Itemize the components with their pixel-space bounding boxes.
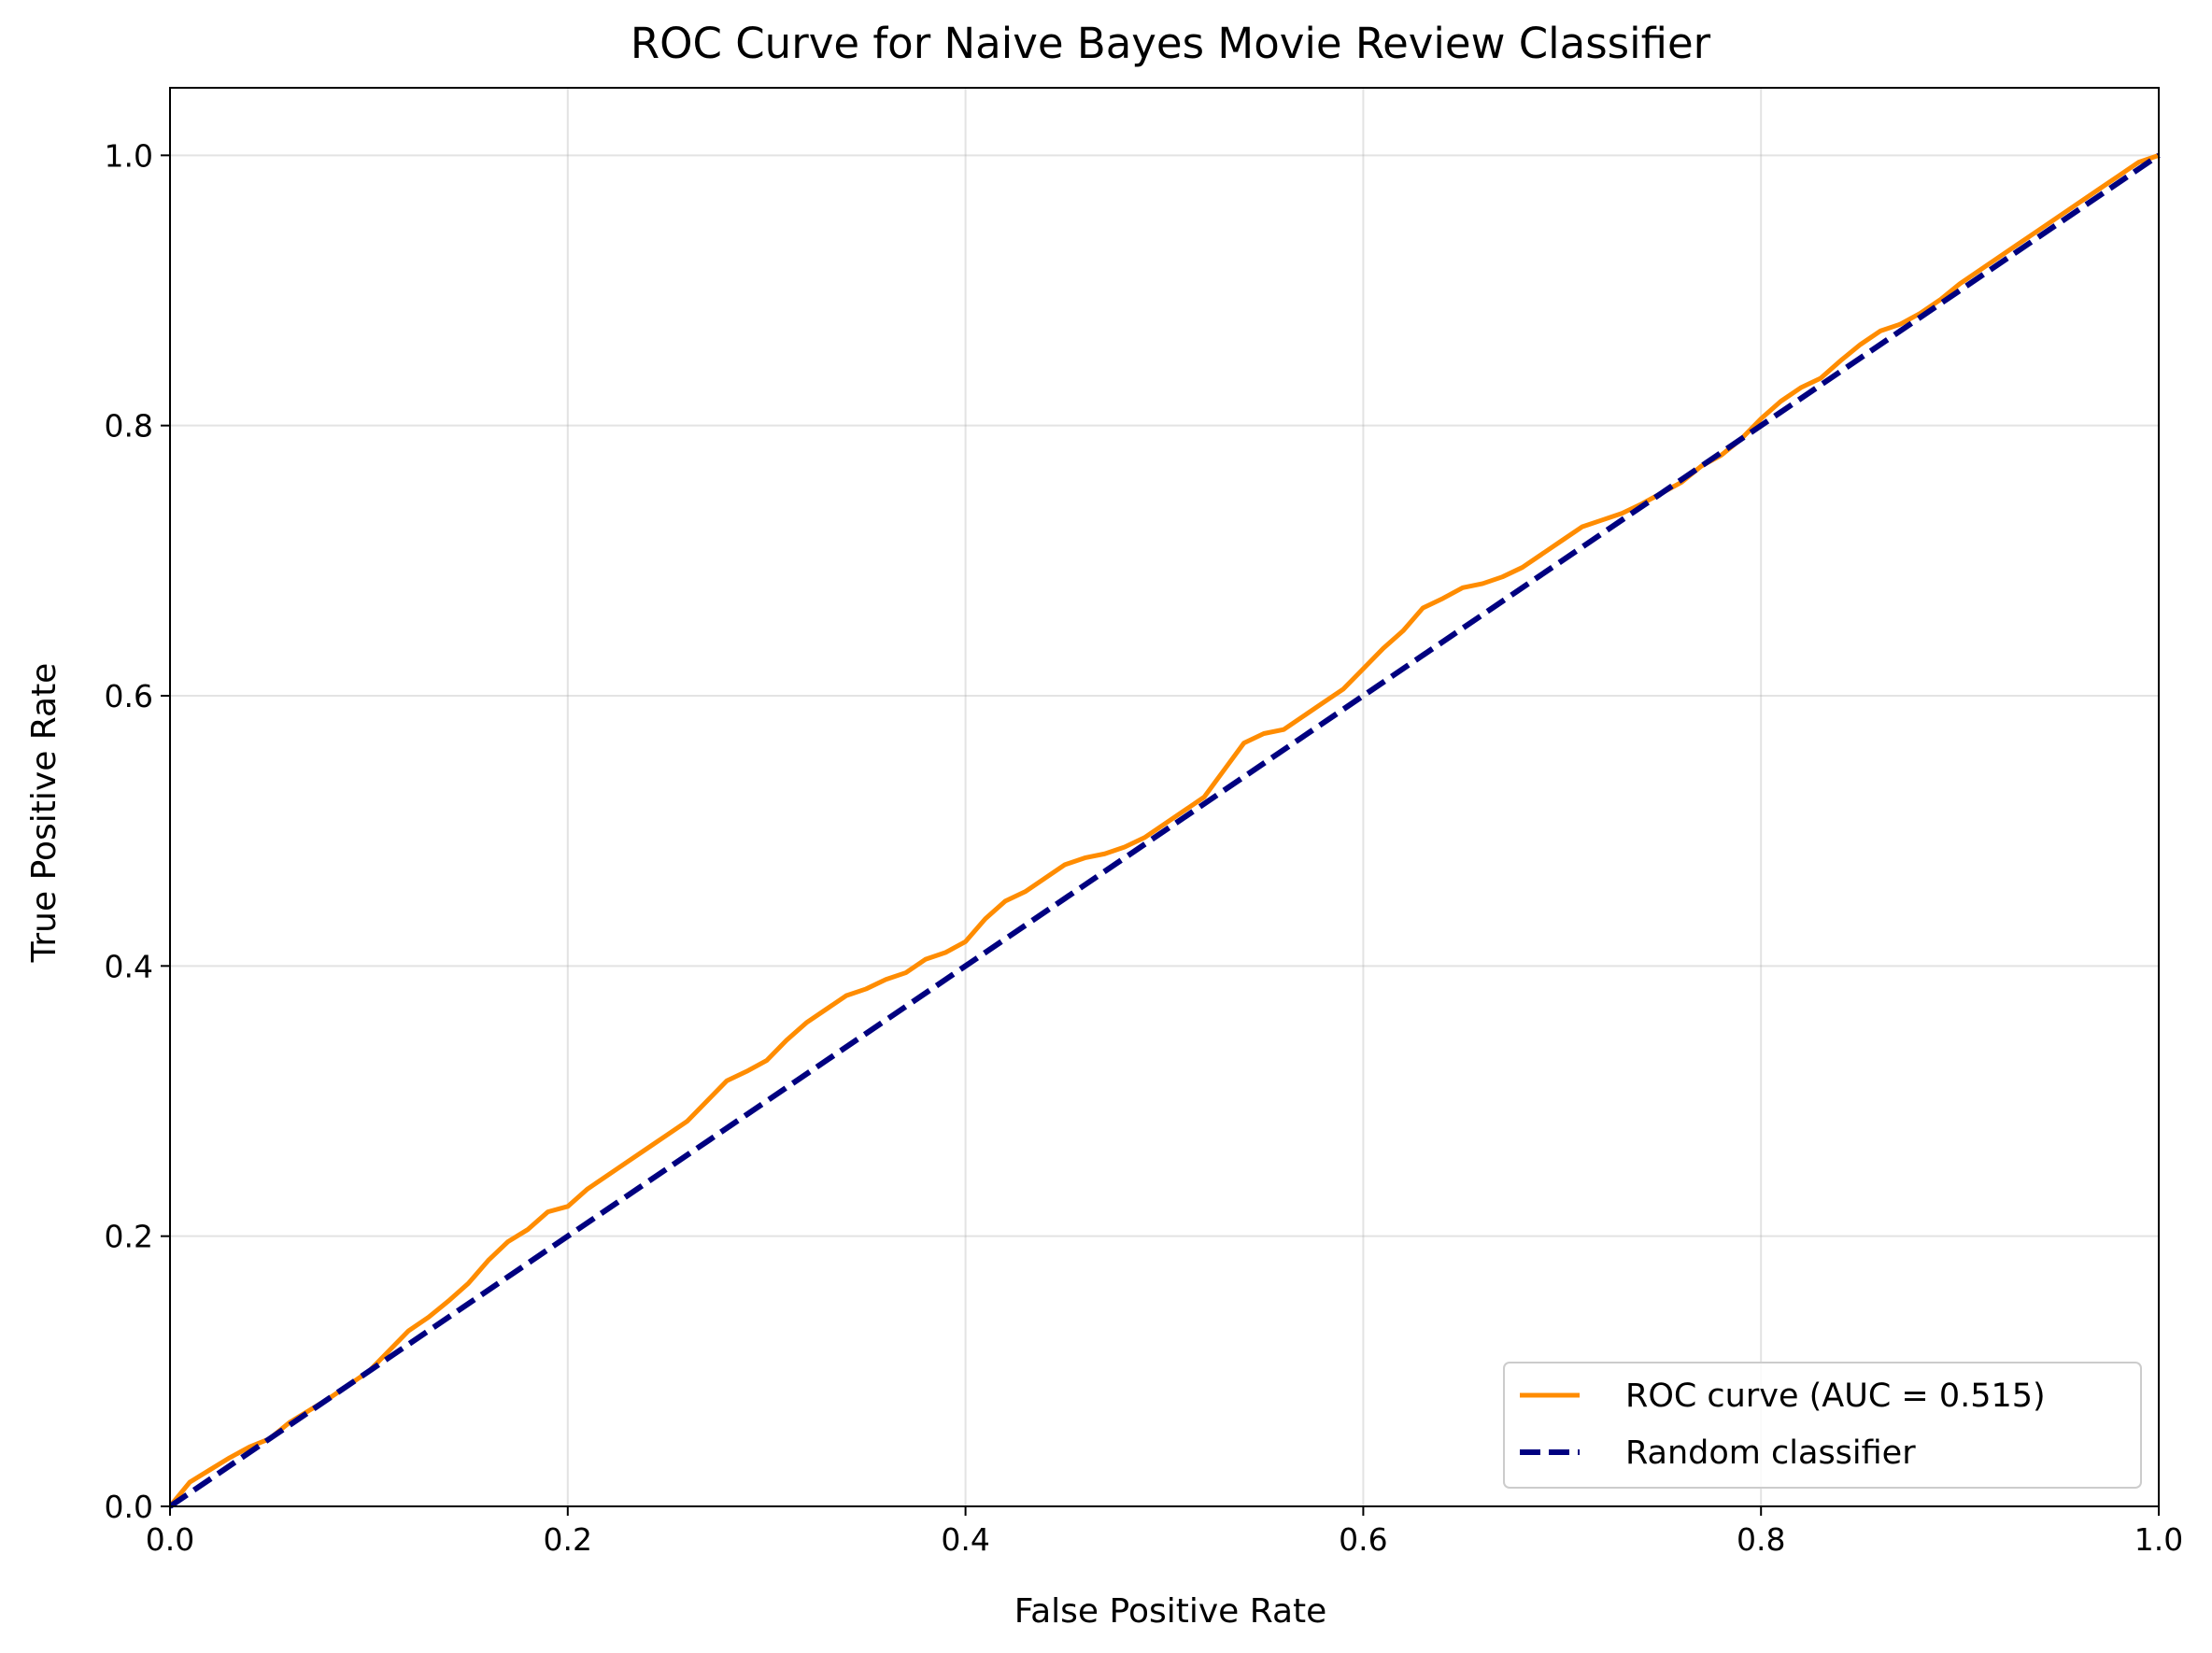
plot-frame [169, 87, 2160, 1507]
y-tick-label: 1.0 [105, 137, 153, 174]
series-layer [170, 152, 2161, 1509]
grid-layer [169, 88, 2160, 1507]
y-tick-label: 0.2 [105, 1219, 153, 1255]
y-tick-label: 0.6 [105, 678, 153, 714]
legend-label-random-classifier: Random classifier [1625, 1434, 1916, 1472]
random-classifier-line [170, 152, 2161, 1509]
legend: ROC curve (AUC = 0.515) Random classifie… [1503, 1362, 2142, 1489]
y-tick-label: 0.8 [105, 408, 153, 445]
x-axis-label: False Positive Rate [1014, 1592, 1327, 1631]
legend-box [1503, 1362, 2142, 1489]
x-tick-label: 1.0 [2134, 1521, 2183, 1558]
y-tick-label: 0.4 [105, 948, 153, 984]
y-axis-label: True Positive Rate [25, 663, 64, 964]
tick-layer: 0.0 0.2 0.4 0.6 0.8 1.0 0.0 0.2 0.4 0.6 0.8 1.0 [105, 137, 2184, 1558]
x-tick-label: 0.4 [941, 1521, 989, 1558]
roc-curve-line [170, 152, 2160, 1508]
y-tick-label: 0.0 [105, 1489, 153, 1525]
legend-label-roc-curve: ROC curve (AUC = 0.515) [1625, 1378, 2046, 1415]
x-tick-label: 0.2 [544, 1521, 592, 1558]
x-tick-label: 0.6 [1339, 1521, 1387, 1558]
chart-title: ROC Curve for Naive Bayes Movie Review C… [631, 19, 1711, 68]
x-tick-label: 0.0 [146, 1521, 194, 1558]
x-tick-label: 0.8 [1737, 1521, 1785, 1558]
